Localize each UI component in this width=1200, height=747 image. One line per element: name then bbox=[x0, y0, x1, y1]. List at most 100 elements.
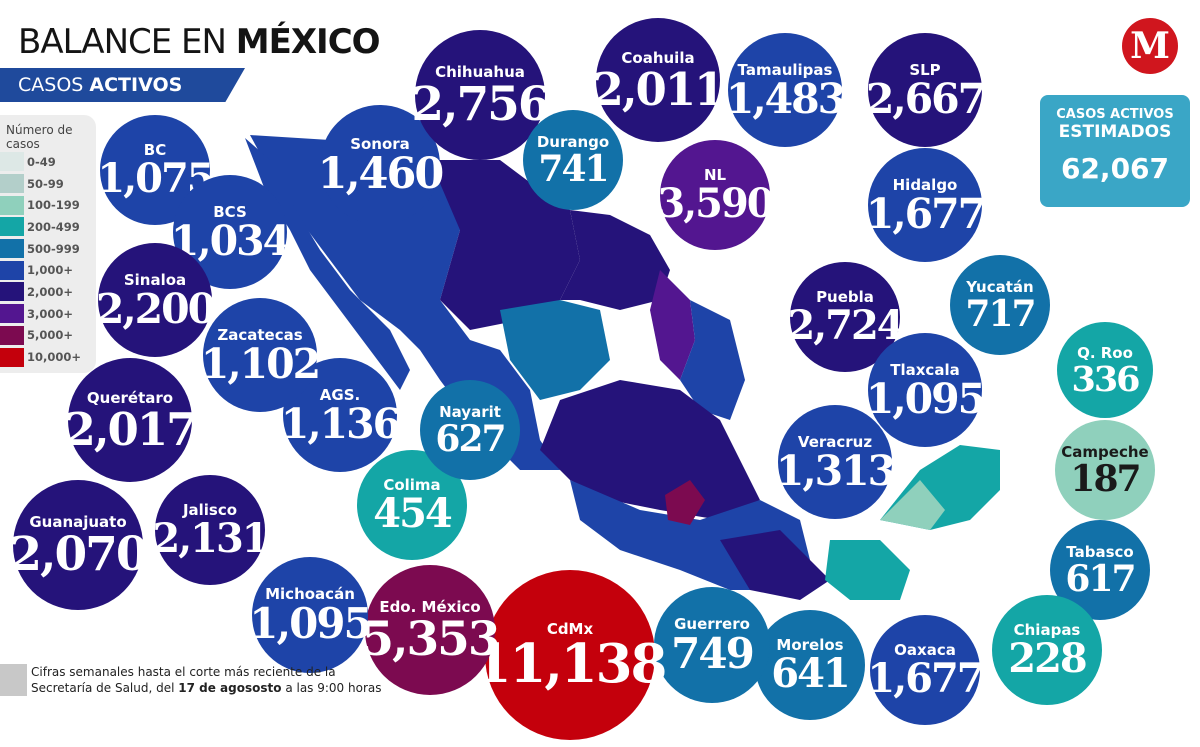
state-value: 2,070 bbox=[9, 526, 148, 582]
milenio-logo: M bbox=[1122, 18, 1178, 74]
state-circle: CdMx 11,138 bbox=[475, 570, 667, 740]
state-name: Jalisco bbox=[182, 501, 238, 519]
legend-label: 5,000+ bbox=[27, 328, 74, 343]
state-circle: Guerrero 749 bbox=[654, 587, 770, 703]
state-circle: Tabasco 617 bbox=[1050, 520, 1150, 620]
state-circle: Michoacán 1,095 bbox=[249, 557, 373, 673]
legend: Número de casos 0-49 50-99 100-199 200-499 5… bbox=[0, 115, 96, 373]
state-circle: Guanajuato 2,070 bbox=[9, 480, 149, 610]
state-circle: Zacatecas 1,102 bbox=[200, 298, 321, 412]
legend-label: 3,000+ bbox=[27, 306, 74, 321]
state-circle: Sonora 1,460 bbox=[318, 105, 444, 225]
region-nl bbox=[650, 270, 695, 380]
region-oaxaca bbox=[720, 530, 830, 600]
footnote-line-2: Secretaría de Salud, del 17 de agososto … bbox=[31, 680, 381, 696]
legend-label: 100-199 bbox=[27, 198, 80, 213]
region-baja bbox=[245, 138, 410, 390]
footnote-text: Secretaría de Salud, del bbox=[31, 681, 179, 695]
estimated-active-cases-box: CASOS ACTIVOS ESTIMADOS 62,067 bbox=[1040, 95, 1190, 207]
state-value: 187 bbox=[1070, 458, 1141, 500]
state-value: 1,034 bbox=[170, 216, 291, 265]
legend-item: 0-49 bbox=[0, 151, 96, 173]
title-bold: MÉXICO bbox=[235, 22, 381, 62]
state-name: Puebla bbox=[816, 288, 874, 306]
state-name: SLP bbox=[909, 60, 941, 79]
state-value: 641 bbox=[771, 650, 850, 697]
estimated-label-2: ESTIMADOS bbox=[1058, 122, 1172, 142]
legend-swatch bbox=[0, 304, 24, 324]
legend-swatch bbox=[0, 325, 24, 345]
subtitle-light: CASOS bbox=[18, 74, 90, 96]
state-value: 1,677 bbox=[865, 189, 986, 238]
state-circle: Tamaulipas 1,483 bbox=[726, 33, 846, 147]
state-name: Guerrero bbox=[674, 615, 750, 633]
state-value: 1,677 bbox=[867, 655, 984, 702]
state-circle: Tlaxcala 1,095 bbox=[865, 333, 986, 447]
legend-item: 500-999 bbox=[0, 238, 96, 260]
state-name: Michoacán bbox=[265, 585, 355, 603]
legend-item: 5,000+ bbox=[0, 325, 96, 347]
state-value: 454 bbox=[373, 490, 452, 537]
state-circle: Veracruz 1,313 bbox=[775, 405, 896, 519]
state-circle: Querétaro 2,017 bbox=[65, 358, 197, 482]
region-durango bbox=[500, 300, 610, 400]
legend-label: 200-499 bbox=[27, 219, 80, 234]
legend-item: 100-199 bbox=[0, 194, 96, 216]
state-value: 1,313 bbox=[775, 446, 896, 495]
state-name: Coahuila bbox=[621, 48, 695, 67]
state-name: Veracruz bbox=[797, 432, 873, 451]
state-value: 5,353 bbox=[361, 611, 500, 667]
state-value: 2,667 bbox=[865, 74, 986, 123]
state-circle: Chiapas 228 bbox=[992, 595, 1102, 705]
state-value: 2,017 bbox=[64, 402, 198, 456]
legend-item: 50-99 bbox=[0, 173, 96, 195]
state-circle: Chihuahua 2,756 bbox=[411, 30, 551, 160]
state-value: 1,102 bbox=[200, 339, 321, 388]
state-value: 3,590 bbox=[657, 180, 774, 227]
region-campeche bbox=[880, 480, 945, 530]
state-value: 627 bbox=[435, 418, 506, 460]
legend-swatch bbox=[0, 217, 24, 237]
state-name: CdMx bbox=[546, 619, 594, 638]
state-name: Chihuahua bbox=[435, 62, 525, 81]
estimated-value: 62,067 bbox=[1060, 152, 1170, 185]
legend-label: 0-49 bbox=[27, 154, 56, 169]
state-circle: Sinaloa 2,200 bbox=[96, 243, 216, 357]
legend-swatch bbox=[0, 347, 24, 367]
state-value: 2,724 bbox=[787, 302, 904, 349]
footnote-date: 17 de agososto bbox=[178, 681, 282, 695]
state-circle: Coahuila 2,011 bbox=[593, 18, 725, 142]
state-name: Q. Roo bbox=[1077, 343, 1133, 362]
state-value: 617 bbox=[1065, 558, 1136, 600]
estimated-label-1: CASOS ACTIVOS bbox=[1056, 107, 1174, 122]
state-circle: Q. Roo 336 bbox=[1057, 322, 1153, 418]
footnote-time: a las 9:00 horas bbox=[281, 681, 382, 695]
state-name: Sonora bbox=[350, 134, 410, 153]
state-name: Sinaloa bbox=[123, 270, 187, 289]
footnote-marker bbox=[0, 664, 27, 696]
state-name: BC bbox=[143, 141, 167, 159]
subtitle-bold: ACTIVOS bbox=[89, 74, 183, 96]
legend-swatch bbox=[0, 174, 24, 194]
state-circle: Hidalgo 1,677 bbox=[865, 148, 986, 262]
state-name: Yucatán bbox=[966, 278, 1034, 296]
legend-item: 10,000+ bbox=[0, 346, 96, 368]
region-chiapas bbox=[825, 540, 910, 600]
state-circle: Campeche 187 bbox=[1055, 420, 1155, 520]
legend-swatch bbox=[0, 260, 24, 280]
legend-item: 3,000+ bbox=[0, 303, 96, 325]
legend-label: 10,000+ bbox=[27, 350, 82, 365]
state-value: 336 bbox=[1071, 358, 1140, 400]
legend-label: 1,000+ bbox=[27, 263, 74, 278]
state-circle: Morelos 641 bbox=[755, 610, 865, 720]
state-value: 228 bbox=[1008, 635, 1087, 682]
state-value: 1,136 bbox=[280, 399, 401, 448]
state-name: Hidalgo bbox=[892, 175, 958, 194]
legend-swatch bbox=[0, 195, 24, 215]
state-circle: Edo. México 5,353 bbox=[361, 565, 501, 695]
region-coahuila bbox=[560, 210, 670, 310]
state-name: Chiapas bbox=[1013, 621, 1081, 639]
state-name: Tamaulipas bbox=[737, 60, 833, 79]
state-value: 1,095 bbox=[249, 599, 373, 648]
state-value: 1,095 bbox=[865, 374, 986, 423]
